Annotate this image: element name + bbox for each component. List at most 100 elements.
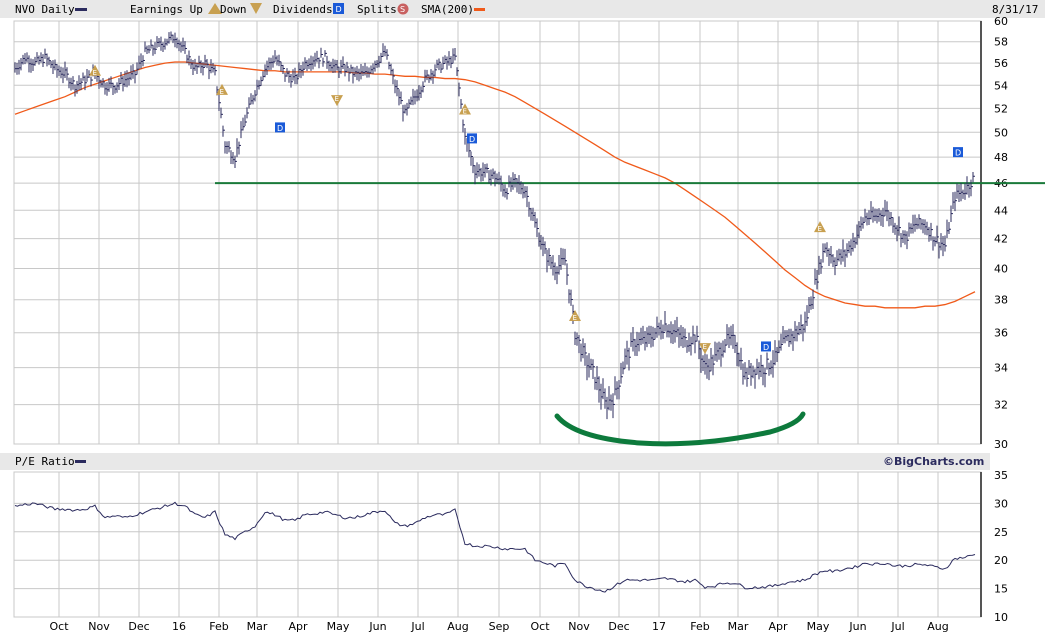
price-bar xyxy=(544,241,547,254)
price-bar xyxy=(806,305,809,326)
price-bar xyxy=(242,117,245,131)
price-legend-swatch xyxy=(75,8,87,11)
price-bar xyxy=(696,325,699,342)
price-bar xyxy=(470,151,473,166)
price-axis-tick: 34 xyxy=(994,362,1008,375)
price-bar xyxy=(72,76,75,90)
month-axis-tick: Aug xyxy=(447,620,468,633)
price-bar xyxy=(886,201,889,222)
price-bar xyxy=(302,61,305,76)
price-axis-tick: 42 xyxy=(994,233,1008,246)
earnings-marker-glyph: E xyxy=(573,314,577,322)
price-bar xyxy=(456,67,459,76)
month-axis-tick: Nov xyxy=(568,620,590,633)
price-bar xyxy=(746,367,749,387)
price-bar xyxy=(234,155,237,169)
month-axis-tick: May xyxy=(327,620,350,633)
dividend-marker-icon xyxy=(761,341,771,352)
dividend-icon-glyph: D xyxy=(336,5,342,14)
price-bar xyxy=(548,248,551,266)
month-axis-tick: Feb xyxy=(209,620,228,633)
down-legend-label: Down xyxy=(220,3,247,16)
price-bar xyxy=(154,42,157,55)
earnings-marker-glyph: E xyxy=(818,225,822,233)
earnings-up-icon xyxy=(208,3,222,14)
earnings-marker-glyph: E xyxy=(335,95,339,103)
month-axis-tick: Apr xyxy=(288,620,308,633)
earnings-marker-glyph: E xyxy=(93,69,97,77)
month-axis-tick: Oct xyxy=(49,620,69,633)
price-bar xyxy=(132,64,135,79)
pe-axis-tick: 15 xyxy=(994,583,1008,596)
month-axis-tick: Mar xyxy=(728,620,749,633)
dividend-marker-icon xyxy=(953,147,963,158)
price-bar xyxy=(80,78,83,91)
pe-header-bar xyxy=(0,453,990,470)
earnings-up-marker-icon xyxy=(89,64,101,76)
price-bar xyxy=(462,119,465,133)
price-bar xyxy=(664,311,667,332)
month-axis-tick: Sep xyxy=(489,620,510,633)
earnings-up-marker-icon xyxy=(459,103,471,115)
sma-legend-swatch xyxy=(474,8,485,11)
price-bar xyxy=(90,76,93,87)
price-bar xyxy=(578,334,581,354)
price-bar xyxy=(950,205,953,223)
price-bar xyxy=(684,328,687,348)
price-bar xyxy=(272,55,275,68)
pe-axis-tick: 20 xyxy=(994,554,1008,567)
month-axis-tick: Jul xyxy=(890,620,904,633)
price-bar xyxy=(148,45,151,54)
price-bar xyxy=(766,352,769,370)
pe-plot-area xyxy=(13,471,982,618)
pe-axis-tick: 35 xyxy=(994,469,1008,482)
price-axis-tick: 58 xyxy=(994,36,1008,49)
price-bar xyxy=(260,76,263,86)
price-bar xyxy=(468,142,471,158)
price-bar xyxy=(500,175,503,192)
price-bar xyxy=(506,188,509,200)
price-bar xyxy=(238,141,241,155)
price-bar xyxy=(898,216,901,236)
price-bar xyxy=(620,362,623,384)
price-bar xyxy=(42,54,45,67)
dividend-marker-glyph: D xyxy=(763,343,769,352)
price-bar xyxy=(464,127,467,145)
price-bar xyxy=(422,81,425,93)
price-bar xyxy=(948,222,951,235)
price-bar xyxy=(622,361,625,375)
price-bar xyxy=(458,82,461,97)
price-axis-tick: 60 xyxy=(994,15,1008,28)
price-bar xyxy=(318,57,321,69)
splits-legend-label: Splits xyxy=(357,3,397,16)
price-bar xyxy=(584,343,587,366)
price-axis-tick: 32 xyxy=(994,399,1008,412)
price-bar xyxy=(862,217,865,229)
price-bar xyxy=(228,141,231,153)
price-bar xyxy=(392,68,395,85)
month-axis-tick: May xyxy=(807,620,830,633)
price-bar xyxy=(322,57,325,67)
price-bar xyxy=(400,91,403,105)
price-header-bar xyxy=(0,0,1045,18)
month-axis-tick: Nov xyxy=(88,620,110,633)
pe-axis-tick: 25 xyxy=(994,526,1008,539)
dividend-marker-glyph: D xyxy=(955,149,961,158)
month-axis-tick: Apr xyxy=(768,620,788,633)
month-axis-tick: Jun xyxy=(368,620,386,633)
price-bar xyxy=(970,179,973,197)
month-axis-tick: 17 xyxy=(652,620,666,633)
price-bar xyxy=(296,73,299,85)
price-bar xyxy=(612,393,615,419)
symbol-label: NVO Daily xyxy=(15,3,75,16)
price-plot-area xyxy=(13,20,982,445)
month-axis-tick: Feb xyxy=(690,620,709,633)
price-bar xyxy=(618,380,621,400)
price-axis-tick: 44 xyxy=(994,204,1008,217)
price-bar xyxy=(324,50,327,57)
price-axis-tick: 38 xyxy=(994,294,1008,307)
split-icon-glyph: S xyxy=(400,5,405,14)
price-bar xyxy=(218,93,221,112)
price-axis-tick: 56 xyxy=(994,57,1008,70)
month-axis-tick: Jul xyxy=(410,620,424,633)
